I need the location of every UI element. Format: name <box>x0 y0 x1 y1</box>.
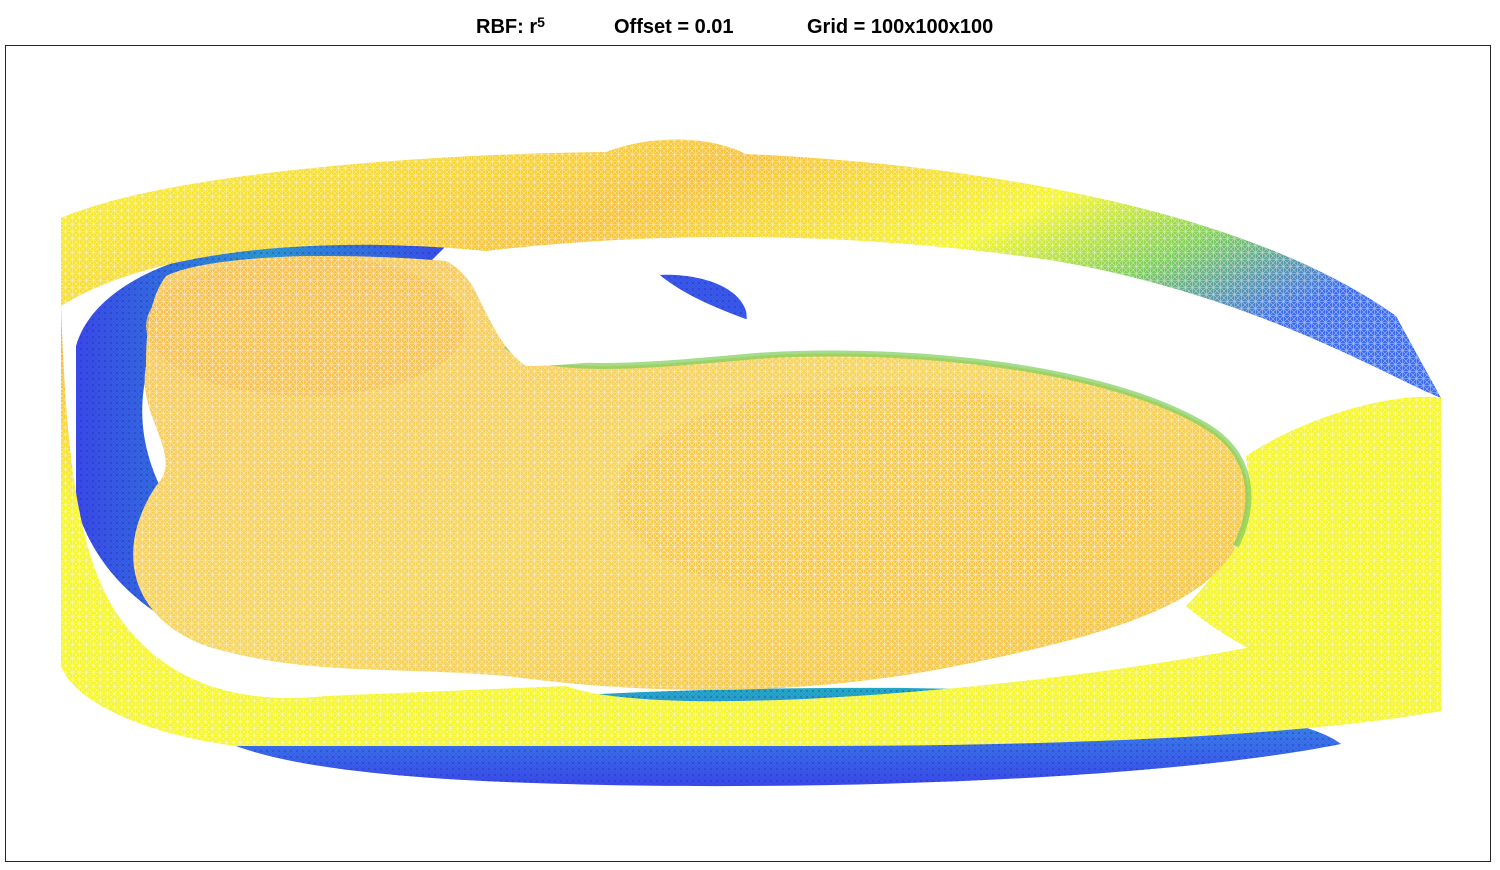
plot-axes <box>5 45 1491 862</box>
inner-body-edge <box>504 343 1252 548</box>
gap <box>456 249 766 366</box>
rbf-label: RBF: r <box>476 16 538 38</box>
offset-title: Offset = 0.01 <box>614 16 734 38</box>
rbf-exponent: 5 <box>537 14 545 30</box>
figure-title: RBF: r5 Offset = 0.01 Grid = 100x100x100 <box>0 8 1500 42</box>
grid-title: Grid = 100x100x100 <box>807 16 994 38</box>
rbf-title: RBF: r5 <box>476 14 545 43</box>
mesh-surface <box>61 139 1441 787</box>
